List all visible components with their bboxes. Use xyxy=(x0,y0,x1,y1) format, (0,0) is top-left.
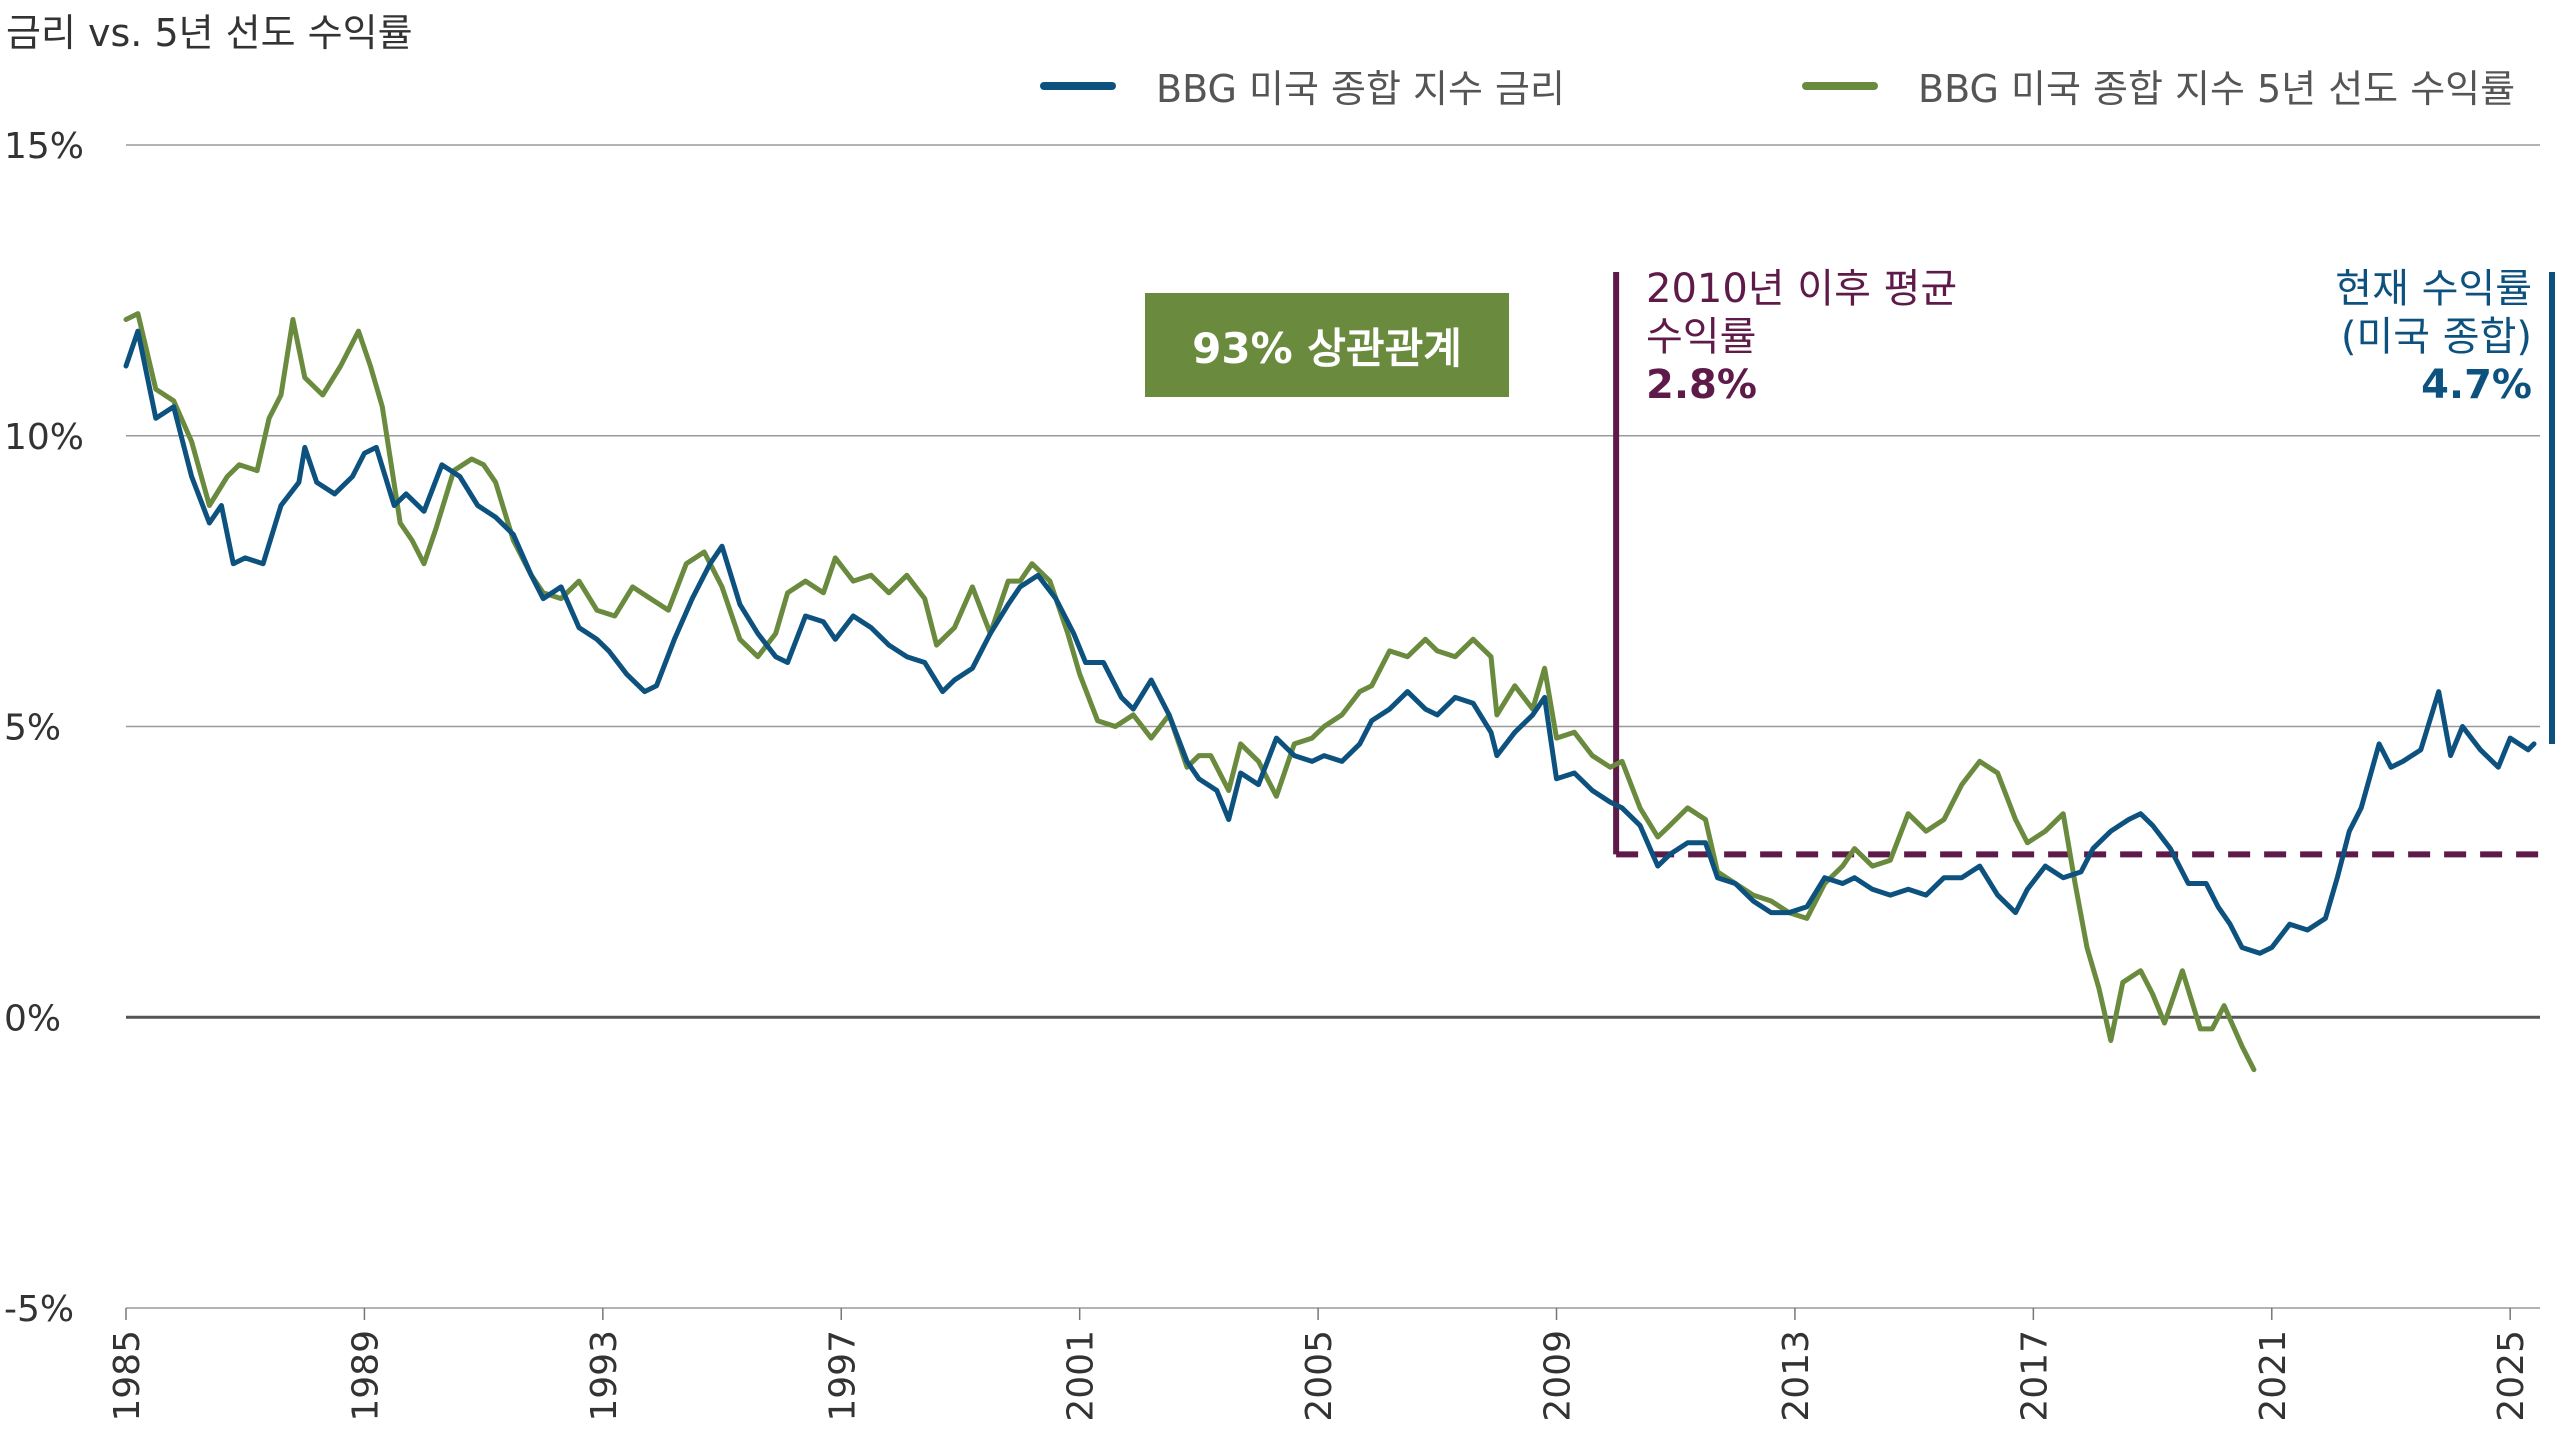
legend-label-forward: BBG 미국 종합 지수 5년 선도 수익률 xyxy=(1918,67,2516,111)
series-lines xyxy=(123,311,2537,1073)
x-tick-label: 2017 xyxy=(2014,1330,2055,1422)
y-tick-label: 5% xyxy=(4,708,61,749)
legend-item-rate: BBG 미국 종합 지수 금리 xyxy=(1040,58,1565,113)
y-tick-label: 15% xyxy=(4,126,84,167)
x-tick-label: 2021 xyxy=(2253,1330,2294,1422)
legend-swatch-rate xyxy=(1040,81,1116,90)
correlation-badge: 93% 상관관계 xyxy=(1145,293,1509,397)
reference-markers xyxy=(1613,272,2555,858)
y-tick-label: -5% xyxy=(4,1289,74,1330)
gridlines xyxy=(126,144,2540,1309)
x-tick-label: 2025 xyxy=(2491,1330,2532,1422)
chart-title: 금리 vs. 5년 선도 수익률 xyxy=(6,11,413,55)
current-yield-value: 4.7% xyxy=(2421,362,2532,408)
x-tick-label: 2009 xyxy=(1538,1330,1579,1422)
x-tick-label: 2001 xyxy=(1061,1330,1102,1422)
x-axis-ticks: 1985 1989 1993 1997 2001 2005 2009 2013 2017 2021… xyxy=(107,1308,2532,1422)
x-tick-label: 1985 xyxy=(107,1330,148,1422)
y-tick-label: 10% xyxy=(4,417,84,458)
current-yield-line2: (미국 종합) xyxy=(2340,314,2532,360)
x-tick-label: 1989 xyxy=(345,1330,386,1422)
average-yield-annotation: 2010년 이후 평균 수익률 2.8% xyxy=(1646,265,1957,409)
average-yield-line2: 수익률 xyxy=(1646,314,1757,360)
y-axis-ticks: 15% 10% 5% 0% -5% xyxy=(4,126,84,1330)
legend-swatch-forward xyxy=(1802,81,1878,90)
legend-item-forward: BBG 미국 종합 지수 5년 선도 수익률 xyxy=(1802,58,2515,113)
legend-label-rate: BBG 미국 종합 지수 금리 xyxy=(1156,67,1565,111)
x-tick-label: 1997 xyxy=(822,1330,863,1422)
x-tick-label: 2013 xyxy=(1776,1330,1817,1422)
average-yield-value: 2.8% xyxy=(1646,362,1757,408)
series-line-forward-yield xyxy=(123,311,2257,1073)
series-line-rate xyxy=(123,328,2537,956)
average-yield-line1: 2010년 이후 평균 xyxy=(1646,266,1958,312)
current-yield-annotation: 현재 수익률 (미국 종합) 4.7% xyxy=(2335,265,2532,409)
y-tick-label: 0% xyxy=(4,998,61,1039)
current-yield-line1: 현재 수익률 xyxy=(2335,266,2532,312)
x-tick-label: 1993 xyxy=(584,1330,625,1422)
x-tick-label: 2005 xyxy=(1299,1330,1340,1422)
